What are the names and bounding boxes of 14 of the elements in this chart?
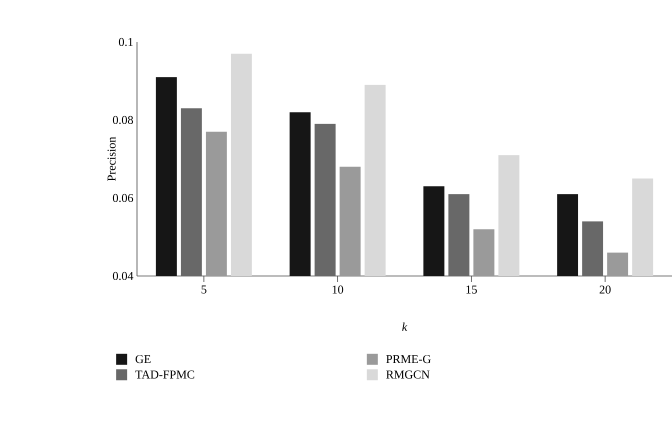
y-axis-title: Precision (108, 136, 116, 181)
legend-label: GE (136, 355, 151, 364)
x-tick-label: 15 (466, 286, 477, 294)
x-tick-label: 5 (202, 286, 206, 294)
legend-label: TAD-FPMC (135, 370, 194, 379)
y-tick-label: 0.08 (112, 116, 134, 124)
x-axis-title: k (402, 322, 408, 331)
legend-label: RMGCN (386, 370, 430, 379)
y-tick-label: 0.1 (118, 38, 133, 46)
y-tick-label: 0.04 (112, 272, 134, 280)
y-tick-label: 0.06 (112, 194, 134, 202)
legend-label: PRME-G (386, 355, 431, 364)
x-tick-label: 10 (332, 286, 344, 294)
x-tick-label: 20 (600, 286, 611, 294)
